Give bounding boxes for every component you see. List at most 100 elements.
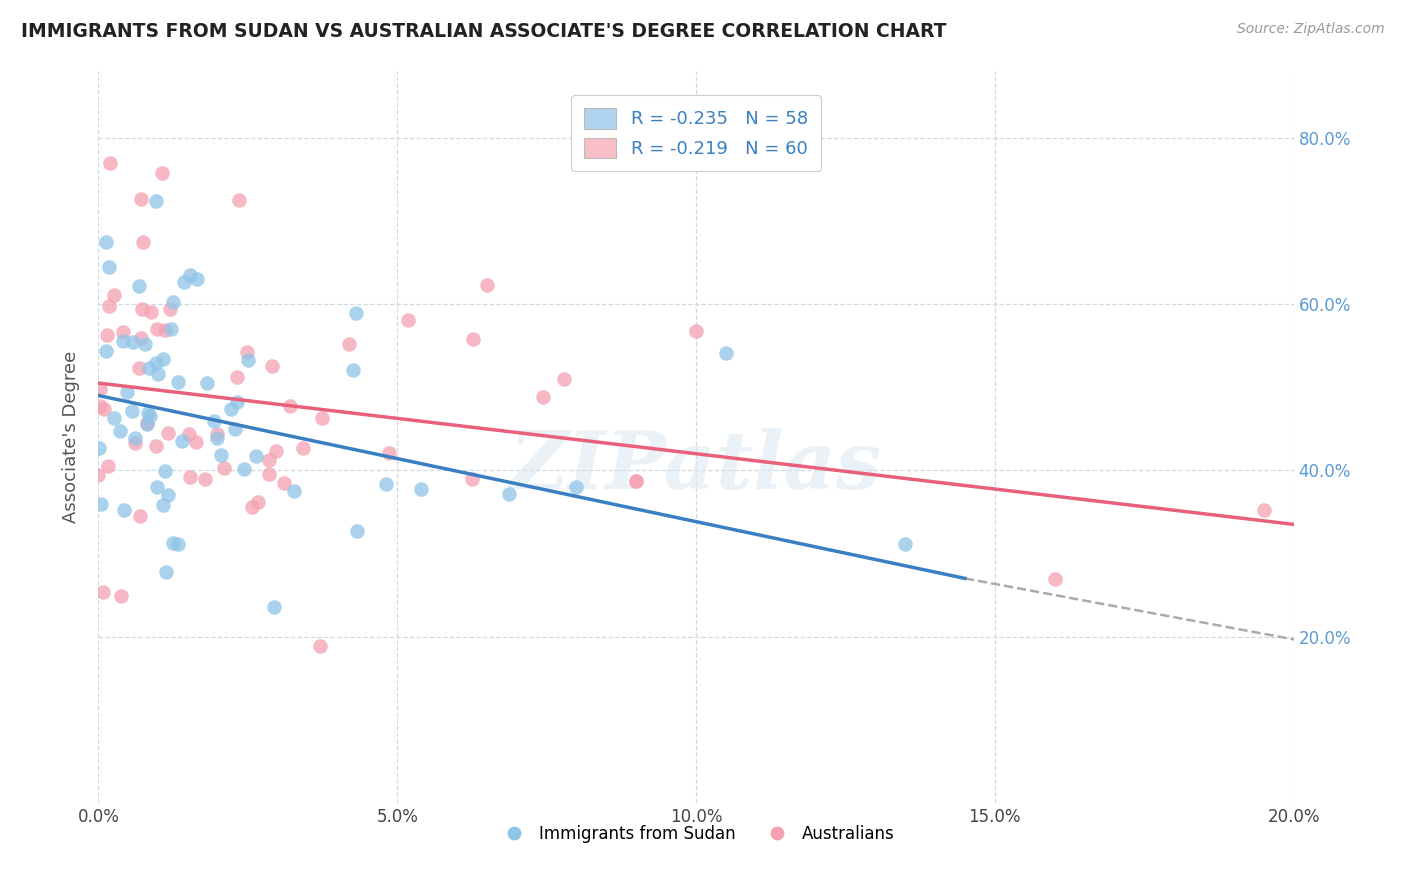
Point [170, 434, 193, 449]
Point [103, 288, 125, 302]
Point [221, 402, 243, 417]
Point [115, 384, 138, 399]
Point [184, 434, 207, 449]
Point [136, 417, 159, 431]
Point [124, 435, 146, 450]
Point [311, 411, 333, 425]
Point [179, 268, 201, 282]
Point [228, 193, 250, 207]
Text: IMMIGRANTS FROM SUDAN VS AUSTRALIAN ASSOCIATE'S DEGREE CORRELATION CHART: IMMIGRANTS FROM SUDAN VS AUSTRALIAN ASSO… [21, 22, 946, 41]
Text: ZIPatlas: ZIPatlas [510, 427, 882, 505]
Point [131, 235, 153, 250]
Point [565, 480, 588, 494]
Point [90, 497, 112, 511]
Point [531, 390, 554, 404]
Point [153, 464, 176, 478]
Point [150, 166, 173, 180]
Point [186, 272, 208, 286]
Point [257, 467, 280, 482]
Point [89, 399, 111, 413]
Point [553, 372, 575, 386]
Point [1253, 503, 1275, 517]
Point [87, 468, 110, 483]
Point [139, 409, 162, 423]
Point [134, 336, 156, 351]
Point [135, 416, 157, 430]
Point [195, 376, 218, 390]
Point [260, 359, 283, 373]
Point [152, 498, 174, 512]
Point [477, 278, 499, 293]
Point [148, 367, 170, 381]
Point [112, 503, 135, 517]
Point [292, 441, 315, 455]
Point [224, 422, 246, 436]
Text: Source: ZipAtlas.com: Source: ZipAtlas.com [1237, 22, 1385, 37]
Point [264, 443, 287, 458]
Point [346, 524, 368, 539]
Point [97, 459, 120, 474]
Point [245, 449, 267, 463]
Point [141, 305, 163, 319]
Point [207, 431, 229, 445]
Point [145, 439, 167, 453]
Point [173, 275, 195, 289]
Point [1043, 572, 1066, 586]
Point [129, 192, 152, 206]
Point [157, 488, 180, 502]
Point [226, 370, 249, 384]
Point [128, 360, 150, 375]
Point [145, 194, 167, 208]
Point [153, 323, 176, 337]
Point [894, 537, 917, 551]
Point [97, 299, 120, 313]
Point [205, 426, 228, 441]
Point [626, 474, 648, 488]
Point [110, 589, 132, 603]
Point [461, 332, 484, 346]
Point [121, 404, 143, 418]
Point [155, 566, 177, 580]
Point [111, 325, 134, 339]
Point [124, 431, 146, 445]
Point [159, 301, 181, 316]
Point [128, 278, 150, 293]
Point [136, 406, 159, 420]
Point [94, 235, 117, 249]
Point [232, 462, 254, 476]
Point [308, 639, 330, 653]
Point [257, 453, 280, 467]
Point [167, 375, 190, 389]
Point [160, 322, 183, 336]
Point [89, 383, 111, 397]
Point [162, 295, 184, 310]
Point [460, 472, 482, 486]
Point [129, 509, 152, 524]
Point [177, 426, 200, 441]
Point [157, 425, 180, 440]
Point [108, 425, 131, 439]
Point [409, 483, 432, 497]
Point [236, 344, 259, 359]
Point [247, 495, 270, 509]
Point [240, 500, 263, 514]
Point [146, 322, 169, 336]
Point [209, 448, 232, 462]
Point [103, 411, 125, 425]
Point [624, 475, 647, 489]
Point [131, 302, 153, 317]
Point [96, 344, 118, 359]
Point [212, 461, 235, 475]
Point [236, 352, 259, 367]
Point [93, 401, 115, 416]
Point [129, 331, 152, 345]
Point [685, 324, 707, 338]
Point [112, 334, 135, 348]
Point [375, 476, 398, 491]
Point [344, 305, 367, 319]
Point [273, 475, 295, 490]
Point [202, 414, 225, 428]
Point [498, 487, 520, 501]
Point [179, 470, 201, 484]
Point [96, 328, 118, 343]
